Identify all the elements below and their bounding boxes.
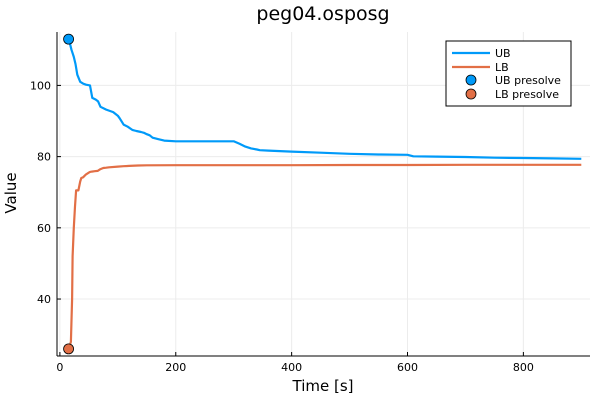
y-axis-title: Value bbox=[2, 172, 20, 213]
series bbox=[63, 33, 582, 355]
legend-swatch-lb-presolve bbox=[465, 88, 477, 100]
legend-label-ub: UB bbox=[495, 47, 511, 60]
point-lb-presolve bbox=[63, 343, 74, 355]
legend-label-lb: LB bbox=[495, 61, 509, 74]
y-tick-label: 80 bbox=[37, 151, 51, 164]
y-tick-label: 40 bbox=[37, 293, 51, 306]
series-line-ub bbox=[67, 40, 582, 160]
y-tick-label: 100 bbox=[30, 79, 51, 92]
legend-label-ub-presolve: UB presolve bbox=[495, 74, 561, 87]
legend-label-lb-presolve: LB presolve bbox=[495, 88, 559, 101]
y-tick-label: 60 bbox=[37, 222, 51, 235]
point-ub-presolve bbox=[63, 33, 74, 45]
series-line-lb bbox=[67, 163, 582, 350]
legend: UB LB UB presolve LB presolve bbox=[445, 40, 572, 107]
x-tick-label: 200 bbox=[165, 361, 186, 374]
x-tick-label: 0 bbox=[56, 361, 63, 374]
chart-title: peg04.osposg bbox=[256, 3, 389, 25]
x-axis-title: Time [s] bbox=[292, 377, 354, 395]
x-tick-label: 400 bbox=[281, 361, 302, 374]
x-tick-label: 800 bbox=[513, 361, 534, 374]
legend-swatch-ub-presolve bbox=[465, 74, 477, 86]
x-tick-label: 600 bbox=[397, 361, 418, 374]
axes bbox=[56, 32, 590, 357]
tick-labels: 0 200 400 600 800 40 60 80 100 bbox=[30, 79, 534, 374]
